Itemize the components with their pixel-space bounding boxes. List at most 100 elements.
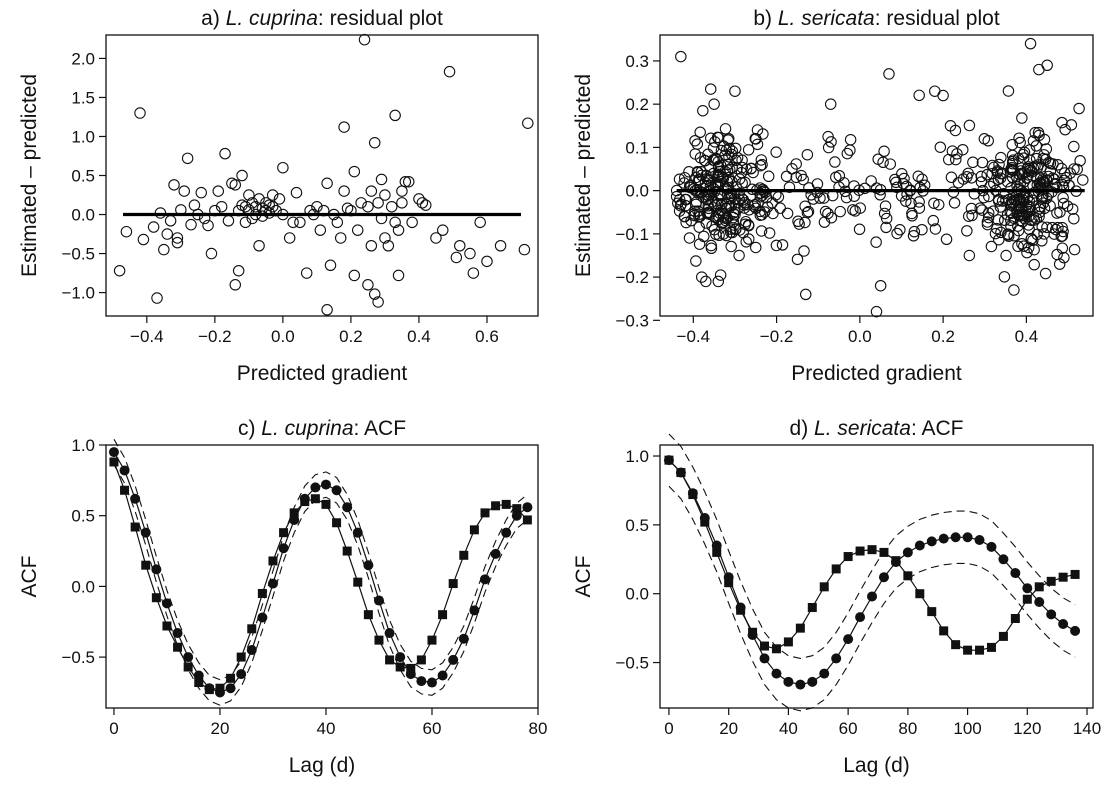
data-point xyxy=(467,267,480,279)
data-point xyxy=(822,141,835,154)
square-marker xyxy=(480,508,490,518)
square-marker xyxy=(151,593,161,603)
square-marker xyxy=(469,525,479,535)
square-marker xyxy=(915,589,925,599)
y-tick-label: 0.5 xyxy=(71,167,95,186)
data-point xyxy=(1018,146,1031,159)
data-point xyxy=(997,187,1010,200)
data-point xyxy=(728,187,740,200)
data-point xyxy=(900,195,912,207)
data-point xyxy=(757,128,769,140)
square-marker xyxy=(438,610,448,620)
data-point xyxy=(372,296,384,308)
data-point xyxy=(992,173,1005,186)
data-point xyxy=(365,185,378,197)
data-point xyxy=(906,210,918,222)
data-point xyxy=(708,154,721,166)
circle-marker xyxy=(1058,619,1069,630)
data-point xyxy=(1032,126,1045,139)
data-point xyxy=(756,209,768,221)
data-point xyxy=(974,202,986,214)
data-point xyxy=(287,216,299,229)
x-tick-label: 0.2 xyxy=(931,327,955,346)
data-point xyxy=(389,216,401,229)
data-point xyxy=(818,216,831,228)
data-point xyxy=(368,136,381,149)
x-tick-label: −0.4 xyxy=(677,327,711,346)
data-point xyxy=(847,204,859,216)
data-point xyxy=(916,173,928,186)
data-point xyxy=(700,275,712,288)
data-point xyxy=(803,182,815,194)
data-point xyxy=(712,198,724,210)
x-tick-label: 100 xyxy=(953,719,981,738)
data-point xyxy=(841,147,854,160)
circle-marker xyxy=(246,645,257,656)
data-point xyxy=(1012,224,1025,237)
square-marker xyxy=(855,546,865,556)
data-point xyxy=(998,214,1011,227)
data-point xyxy=(989,227,1002,240)
data-point xyxy=(419,199,432,211)
circle-marker xyxy=(998,554,1009,565)
data-point xyxy=(908,225,921,238)
data-point xyxy=(1039,153,1052,166)
data-point xyxy=(683,232,696,244)
data-point xyxy=(1016,112,1028,124)
square-marker xyxy=(247,624,257,634)
circle-marker xyxy=(416,676,427,687)
y-tick-label: 1.0 xyxy=(71,436,95,455)
data-point xyxy=(673,173,686,186)
square-marker xyxy=(130,522,140,532)
data-point xyxy=(733,249,745,262)
plot-frame xyxy=(105,34,539,317)
data-point xyxy=(379,189,391,201)
data-point xyxy=(518,243,531,256)
data-point xyxy=(355,197,367,209)
data-point xyxy=(1068,140,1080,153)
y-axis-label: ACF xyxy=(18,556,41,598)
data-point xyxy=(995,167,1007,180)
data-point xyxy=(799,216,811,229)
x-tick-label: 60 xyxy=(423,719,442,738)
data-point xyxy=(1029,160,1041,173)
data-point xyxy=(368,288,381,300)
data-point xyxy=(802,205,815,218)
data-point xyxy=(164,215,177,227)
circle-marker xyxy=(214,687,225,698)
data-point xyxy=(731,203,744,215)
circle-marker xyxy=(914,540,925,551)
square-marker xyxy=(395,662,405,672)
data-point xyxy=(1046,221,1059,234)
data-point xyxy=(948,197,961,209)
circle-marker xyxy=(320,479,331,490)
data-point xyxy=(338,121,350,133)
circle-marker xyxy=(363,560,374,571)
data-point xyxy=(985,240,998,253)
square-marker xyxy=(963,645,973,655)
circle-marker xyxy=(831,653,842,664)
data-point xyxy=(853,223,866,236)
data-point xyxy=(998,271,1011,283)
square-marker xyxy=(501,499,511,509)
square-marker xyxy=(986,642,996,652)
data-point xyxy=(719,123,732,135)
circle-marker xyxy=(448,654,459,665)
circle-marker xyxy=(735,602,746,613)
data-point xyxy=(229,179,242,191)
data-point xyxy=(870,305,883,318)
data-point xyxy=(830,171,842,184)
chart-title: c) L. cuprina: ACF xyxy=(238,417,406,440)
data-point xyxy=(698,230,710,243)
data-point xyxy=(689,134,701,147)
square-marker xyxy=(374,635,384,645)
data-point xyxy=(1028,214,1041,226)
circle-marker xyxy=(225,683,236,694)
data-point xyxy=(942,153,955,166)
data-point xyxy=(854,202,866,214)
data-point xyxy=(331,216,344,229)
y-tick-label: −1.0 xyxy=(61,284,95,303)
circle-marker xyxy=(108,447,119,458)
square-marker xyxy=(1058,572,1068,582)
data-point xyxy=(1036,235,1048,247)
